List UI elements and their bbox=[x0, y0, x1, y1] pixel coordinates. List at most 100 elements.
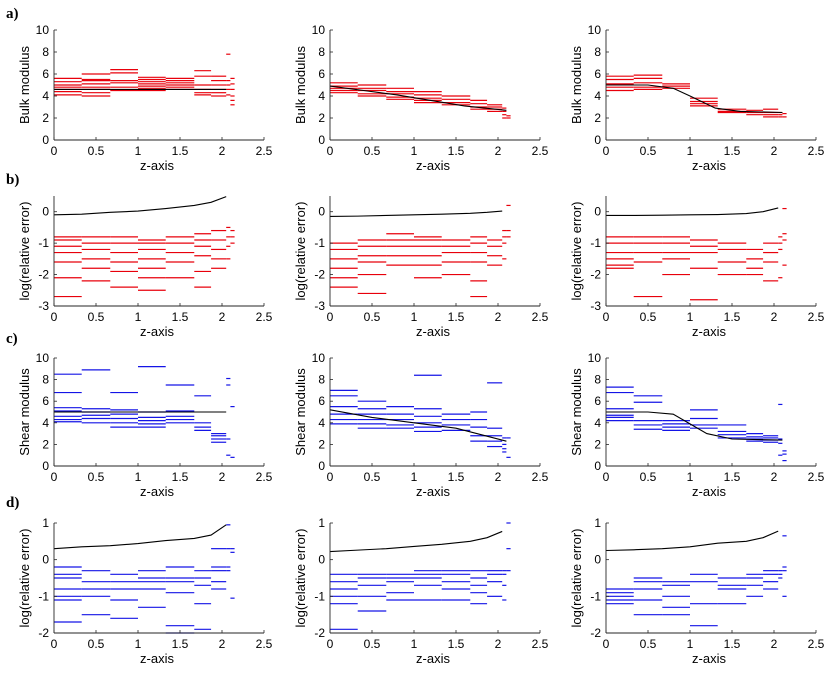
y-tick-label: 0 bbox=[318, 553, 325, 567]
series-line-relative error bbox=[606, 530, 779, 552]
chart-c1: 0 0.5 1 1.5 2 2.5 0 2 4 6 8 10 z-axis Shear modulus bbox=[17, 351, 273, 499]
x-tick-label: 2 bbox=[495, 637, 502, 651]
y-tick-label: 4 bbox=[318, 416, 325, 430]
x-tick-label: 1 bbox=[135, 637, 142, 651]
y-tick-label: 0 bbox=[42, 553, 49, 567]
series-estimates bbox=[606, 535, 787, 627]
y-tick-label: 4 bbox=[42, 416, 49, 430]
y-tick-label: -1 bbox=[314, 589, 325, 603]
x-tick-label: 2.5 bbox=[808, 144, 825, 158]
y-tick-label: 0 bbox=[594, 133, 601, 147]
x-tick-label: 0 bbox=[603, 310, 610, 324]
plot-area bbox=[606, 530, 787, 627]
chart-a2: 0 0.5 1 1.5 2 2.5 0 2 4 6 8 10 z-axis Bulk modulus bbox=[293, 23, 549, 173]
x-tick-label: 2.5 bbox=[808, 310, 825, 324]
x-tick-label: 1.5 bbox=[724, 310, 741, 324]
y-tick-label: 4 bbox=[594, 89, 601, 103]
x-tick-label: 2 bbox=[219, 144, 226, 158]
chart-c2: 0 0.5 1 1.5 2 2.5 0 2 4 6 8 10 z-axis Shear modulus bbox=[293, 351, 549, 499]
x-tick-label: 2 bbox=[219, 637, 226, 651]
x-tick-label: 2 bbox=[771, 637, 778, 651]
x-tick-label: 1.5 bbox=[172, 144, 189, 158]
x-tick-label: 0.5 bbox=[640, 144, 657, 158]
y-tick-label: -3 bbox=[590, 299, 601, 313]
x-tick-label: 2.5 bbox=[256, 470, 273, 484]
y-tick-label: 6 bbox=[594, 394, 601, 408]
x-tick-label: 0.5 bbox=[640, 470, 657, 484]
y-axis-label: log(relative error) bbox=[293, 529, 308, 628]
x-tick-label: 0.5 bbox=[364, 637, 381, 651]
y-tick-label: 6 bbox=[318, 67, 325, 81]
x-axis-label: z-axis bbox=[140, 651, 174, 666]
x-tick-label: 1 bbox=[687, 470, 694, 484]
plot-area bbox=[606, 386, 787, 462]
x-axis-label: z-axis bbox=[416, 158, 450, 173]
plot-area bbox=[54, 524, 235, 634]
x-tick-label: 1 bbox=[411, 310, 418, 324]
y-axis-label: Shear modulus bbox=[293, 368, 308, 456]
y-tick-label: 1 bbox=[318, 516, 325, 530]
y-tick-label: -1 bbox=[590, 236, 601, 250]
x-tick-label: 0 bbox=[51, 144, 58, 158]
series-line-true bbox=[606, 411, 783, 441]
y-tick-label: 8 bbox=[594, 373, 601, 387]
plot-area bbox=[54, 53, 235, 106]
y-axis-label: log(relative error) bbox=[17, 202, 32, 301]
y-tick-label: 4 bbox=[594, 416, 601, 430]
x-axis-label: z-axis bbox=[416, 324, 450, 339]
x-tick-label: 0.5 bbox=[640, 310, 657, 324]
x-tick-label: 0.5 bbox=[88, 637, 105, 651]
plot-area bbox=[606, 207, 787, 301]
x-tick-label: 2 bbox=[495, 144, 502, 158]
x-tick-label: 2 bbox=[495, 310, 502, 324]
y-axis-label: Shear modulus bbox=[569, 368, 584, 456]
y-tick-label: 8 bbox=[42, 373, 49, 387]
y-tick-label: 8 bbox=[594, 45, 601, 59]
y-tick-label: -1 bbox=[38, 589, 49, 603]
x-axis-label: z-axis bbox=[140, 324, 174, 339]
y-tick-label: -3 bbox=[314, 299, 325, 313]
series-estimates bbox=[606, 207, 787, 301]
series-estimates bbox=[330, 82, 511, 119]
y-tick-label: -2 bbox=[314, 626, 325, 640]
y-tick-label: -2 bbox=[590, 268, 601, 282]
y-tick-label: 4 bbox=[42, 89, 49, 103]
x-tick-label: 0.5 bbox=[88, 144, 105, 158]
chart-c3: 0 0.5 1 1.5 2 2.5 0 2 4 6 8 10 z-axis Shear modulus bbox=[569, 351, 825, 499]
y-tick-label: 1 bbox=[594, 516, 601, 530]
y-tick-label: 10 bbox=[36, 351, 50, 365]
x-tick-label: 2 bbox=[219, 310, 226, 324]
x-tick-label: 1.5 bbox=[448, 470, 465, 484]
plot-area bbox=[330, 522, 511, 630]
chart-b2: 0 0.5 1 1.5 2 2.5 -3 -2 -1 0 z-axis log(relative er… bbox=[293, 196, 549, 339]
y-tick-label: -2 bbox=[38, 626, 49, 640]
series-estimates bbox=[54, 366, 235, 458]
y-tick-label: 10 bbox=[312, 351, 326, 365]
x-tick-label: 0.5 bbox=[364, 310, 381, 324]
series-line-relative error bbox=[54, 196, 227, 216]
x-tick-label: 1 bbox=[411, 144, 418, 158]
x-tick-label: 1.5 bbox=[172, 310, 189, 324]
series-estimates bbox=[330, 522, 511, 630]
x-tick-label: 0.5 bbox=[640, 637, 657, 651]
chart-a1: 0 0.5 1 1.5 2 2.5 0 2 4 6 8 10 z-axis Bulk modulus bbox=[17, 23, 273, 173]
plot-area bbox=[330, 374, 511, 458]
x-tick-label: 0 bbox=[603, 144, 610, 158]
y-tick-label: 0 bbox=[318, 133, 325, 147]
x-tick-label: 1.5 bbox=[724, 144, 741, 158]
y-tick-label: 0 bbox=[42, 459, 49, 473]
y-tick-label: -2 bbox=[590, 626, 601, 640]
y-tick-label: 8 bbox=[42, 45, 49, 59]
chart-b1: 0 0.5 1 1.5 2 2.5 -3 -2 -1 0 z-axis log(relative er… bbox=[17, 196, 273, 339]
y-axis-label: log(relative error) bbox=[17, 529, 32, 628]
x-axis-label: z-axis bbox=[692, 324, 726, 339]
x-tick-label: 0 bbox=[51, 310, 58, 324]
x-tick-label: 1 bbox=[687, 637, 694, 651]
x-tick-label: 2.5 bbox=[256, 144, 273, 158]
y-tick-label: 6 bbox=[594, 67, 601, 81]
x-tick-label: 1.5 bbox=[448, 637, 465, 651]
y-tick-label: 2 bbox=[42, 111, 49, 125]
y-tick-label: 6 bbox=[42, 67, 49, 81]
x-tick-label: 0 bbox=[51, 637, 58, 651]
